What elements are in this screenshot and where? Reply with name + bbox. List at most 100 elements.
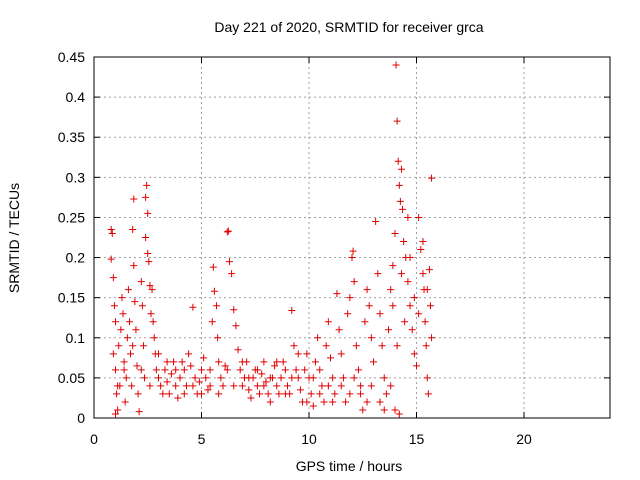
data-point bbox=[130, 195, 138, 203]
data-point bbox=[357, 390, 365, 398]
data-point bbox=[337, 350, 345, 358]
data-point bbox=[139, 342, 147, 350]
data-point bbox=[349, 247, 357, 255]
data-point bbox=[167, 370, 175, 378]
data-point bbox=[189, 303, 197, 311]
plot-frame bbox=[93, 56, 611, 419]
data-point bbox=[396, 197, 404, 205]
data-point bbox=[284, 382, 291, 390]
data-point bbox=[170, 358, 178, 366]
data-point bbox=[404, 213, 412, 221]
data-point bbox=[135, 408, 143, 416]
data-point bbox=[397, 270, 405, 278]
data-point bbox=[198, 366, 205, 374]
data-point bbox=[426, 302, 434, 310]
data-point bbox=[316, 390, 324, 398]
data-point bbox=[215, 358, 223, 366]
data-point bbox=[120, 366, 128, 374]
y-tick-label: 0.45 bbox=[58, 49, 85, 65]
data-point bbox=[395, 410, 403, 418]
data-point bbox=[294, 350, 302, 358]
tick-labels: 0 0.05 0.1 0.15 0.2 0.25 0.3 0.35 0.4 0.45 0 5 10 15 2… bbox=[58, 49, 532, 447]
data-point bbox=[354, 366, 362, 374]
data-point bbox=[363, 286, 371, 294]
data-point bbox=[423, 374, 431, 382]
data-point bbox=[303, 398, 311, 406]
data-point bbox=[350, 278, 358, 286]
data-point bbox=[406, 302, 414, 310]
data-point bbox=[117, 326, 125, 334]
data-point bbox=[424, 390, 432, 398]
data-point bbox=[221, 362, 229, 370]
data-point bbox=[180, 366, 188, 374]
data-point bbox=[279, 358, 287, 366]
data-point bbox=[311, 358, 319, 366]
data-point bbox=[152, 366, 160, 374]
data-point bbox=[176, 374, 184, 382]
data-point bbox=[387, 382, 395, 390]
data-point bbox=[213, 302, 221, 310]
data-point bbox=[210, 287, 218, 295]
data-point bbox=[333, 290, 341, 298]
data-point bbox=[404, 278, 412, 286]
x-tick-label: 0 bbox=[90, 431, 98, 447]
data-point bbox=[271, 362, 279, 370]
data-point bbox=[219, 382, 227, 390]
data-point bbox=[419, 238, 427, 246]
data-point bbox=[357, 382, 365, 390]
data-point bbox=[115, 342, 123, 350]
data-point bbox=[178, 358, 186, 366]
data-point bbox=[129, 225, 137, 233]
data-point bbox=[110, 302, 118, 310]
data-point bbox=[401, 318, 409, 326]
data-point bbox=[387, 286, 395, 294]
x-tick-label: 5 bbox=[198, 431, 206, 447]
data-point bbox=[114, 406, 122, 414]
data-point bbox=[260, 358, 268, 366]
data-point bbox=[209, 263, 217, 271]
data-point bbox=[391, 229, 399, 237]
data-point bbox=[256, 390, 264, 398]
data-point bbox=[113, 390, 121, 398]
data-point bbox=[303, 350, 311, 358]
data-point bbox=[327, 354, 334, 362]
data-point bbox=[346, 294, 354, 302]
data-point bbox=[159, 390, 167, 398]
y-tick-label: 0.2 bbox=[66, 250, 86, 266]
data-point bbox=[123, 334, 131, 342]
data-point bbox=[150, 334, 158, 342]
data-point bbox=[225, 258, 233, 266]
data-point bbox=[370, 358, 377, 366]
data-point bbox=[145, 258, 153, 266]
data-point bbox=[147, 310, 155, 318]
data-point bbox=[185, 350, 193, 358]
y-tick-label: 0.25 bbox=[58, 209, 85, 225]
data-point bbox=[382, 390, 390, 398]
data-point bbox=[380, 406, 388, 414]
data-point bbox=[292, 366, 300, 374]
data-point bbox=[385, 326, 393, 334]
data-point bbox=[339, 374, 347, 382]
data-point bbox=[149, 318, 157, 326]
data-point bbox=[230, 382, 238, 390]
data-point bbox=[204, 386, 212, 394]
data-point bbox=[208, 318, 216, 326]
data-point bbox=[215, 390, 223, 398]
data-point bbox=[399, 205, 407, 213]
data-point bbox=[365, 302, 373, 310]
data-point bbox=[342, 398, 350, 406]
data-point bbox=[316, 366, 324, 374]
data-point bbox=[397, 165, 405, 173]
data-point bbox=[425, 266, 433, 274]
data-point bbox=[329, 374, 337, 382]
y-tick-label: 0.1 bbox=[66, 330, 86, 346]
data-point bbox=[121, 398, 129, 406]
data-point bbox=[253, 382, 261, 390]
data-point bbox=[223, 228, 231, 236]
y-tick-label: 0.3 bbox=[66, 169, 86, 185]
chart-title: Day 221 of 2020, SRMTID for receiver grc… bbox=[214, 19, 483, 35]
data-point bbox=[112, 318, 119, 326]
data-point bbox=[406, 254, 414, 262]
data-point bbox=[393, 117, 401, 125]
